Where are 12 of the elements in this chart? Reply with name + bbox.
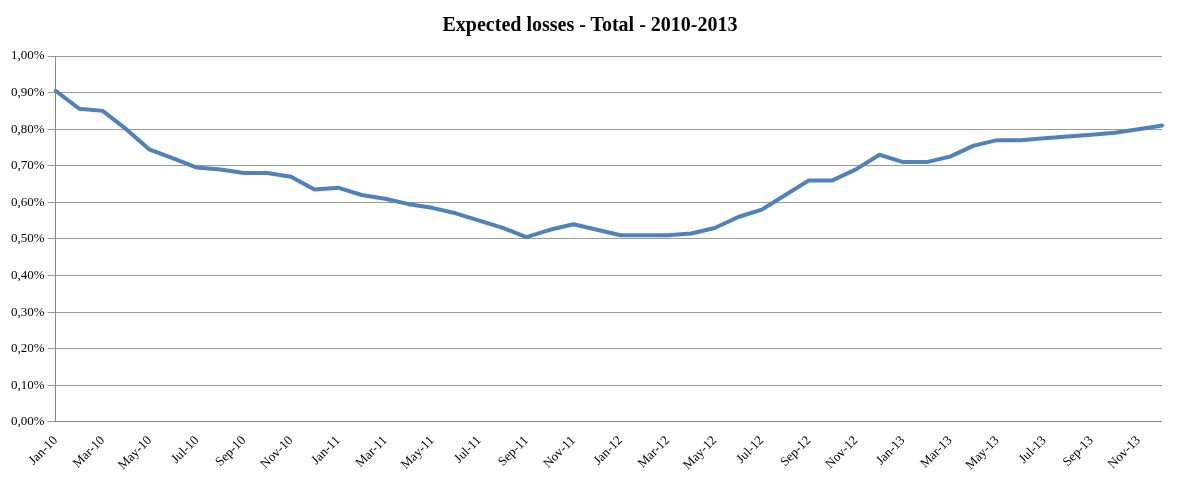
y-tick-label: 0,90% — [10, 84, 45, 100]
y-tick-label: 0,30% — [10, 303, 45, 319]
y-tick-label: 0,20% — [10, 340, 45, 356]
y-tick-label: 0,50% — [10, 230, 45, 246]
y-tick-label: 0,80% — [10, 120, 45, 136]
y-tick-label: 1,00% — [10, 47, 45, 63]
y-tick-label: 0,10% — [10, 376, 45, 392]
chart-title: Expected losses - Total - 2010-2013 — [442, 13, 738, 37]
y-tick-label: 0,40% — [10, 266, 45, 282]
y-tick-label: 0,70% — [10, 157, 45, 173]
y-tick-label: 0,60% — [10, 193, 45, 209]
y-tick-label: 0,00% — [10, 413, 45, 429]
